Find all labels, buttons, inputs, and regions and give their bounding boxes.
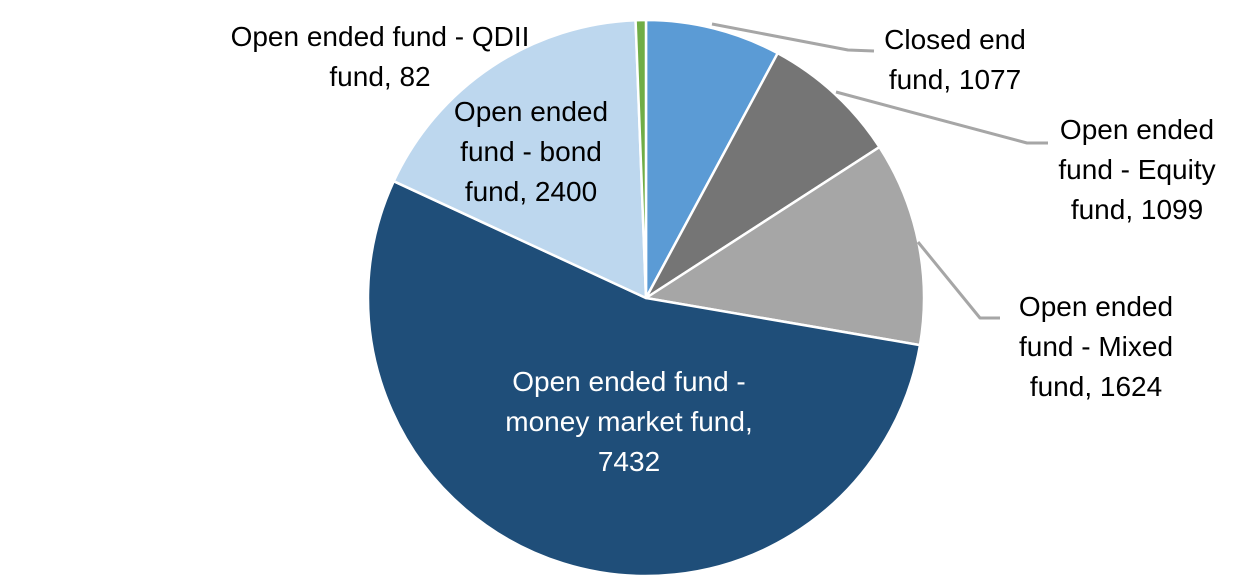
leader-line-mixed-fund <box>916 241 1000 320</box>
pie-label-line: Closed end <box>884 24 1026 55</box>
pie-label-line: Open ended <box>453 96 609 127</box>
leader-line-closed-end-fund <box>711 22 875 53</box>
pie-label-bond-fund: Open ended fund - bond fund, 2400 <box>454 92 608 212</box>
pie-label-line: Open ended <box>1018 291 1174 322</box>
pie-label-line: fund, 1077 <box>888 64 1022 95</box>
pie-label-line: money market fund, <box>505 406 753 437</box>
pie-label-line: 7432 <box>597 446 661 477</box>
pie-label-line: fund - Equity <box>1058 154 1216 185</box>
pie-slice-closed-end-fund <box>644 18 779 300</box>
pie-label-line: Open ended <box>1059 114 1215 145</box>
pie-slice-equity-fund <box>644 51 881 300</box>
pie-label-line: fund, 82 <box>329 61 431 92</box>
pie-label-line: Open ended fund - <box>512 366 746 397</box>
pie-label-qdii-fund: Open ended fund - QDII fund, 82 <box>231 17 530 97</box>
leader-line-equity-fund <box>835 90 1048 145</box>
pie-label-money-market-fund: Open ended fund - money market fund, 7432 <box>505 362 752 482</box>
pie-slice-money-market-fund <box>366 179 922 578</box>
pie-label-line: fund, 1624 <box>1029 371 1163 402</box>
pie-slice-bond-fund <box>392 18 648 300</box>
pie-label-line: Open ended fund - QDII <box>230 21 530 52</box>
pie-label-mixed-fund: Open ended fund - Mixed fund, 1624 <box>1019 287 1173 407</box>
pie-label-line: fund, 1099 <box>1070 194 1204 225</box>
pie-label-line: fund - Mixed <box>1018 331 1174 362</box>
pie-label-closed-end-fund: Closed end fund, 1077 <box>884 20 1026 100</box>
pie-label-line: fund - bond <box>460 136 602 167</box>
pie-slice-qdii-fund <box>634 18 648 300</box>
pie-label-line: fund, 2400 <box>464 176 598 207</box>
pie-label-equity-fund: Open ended fund - Equity fund, 1099 <box>1058 110 1215 230</box>
